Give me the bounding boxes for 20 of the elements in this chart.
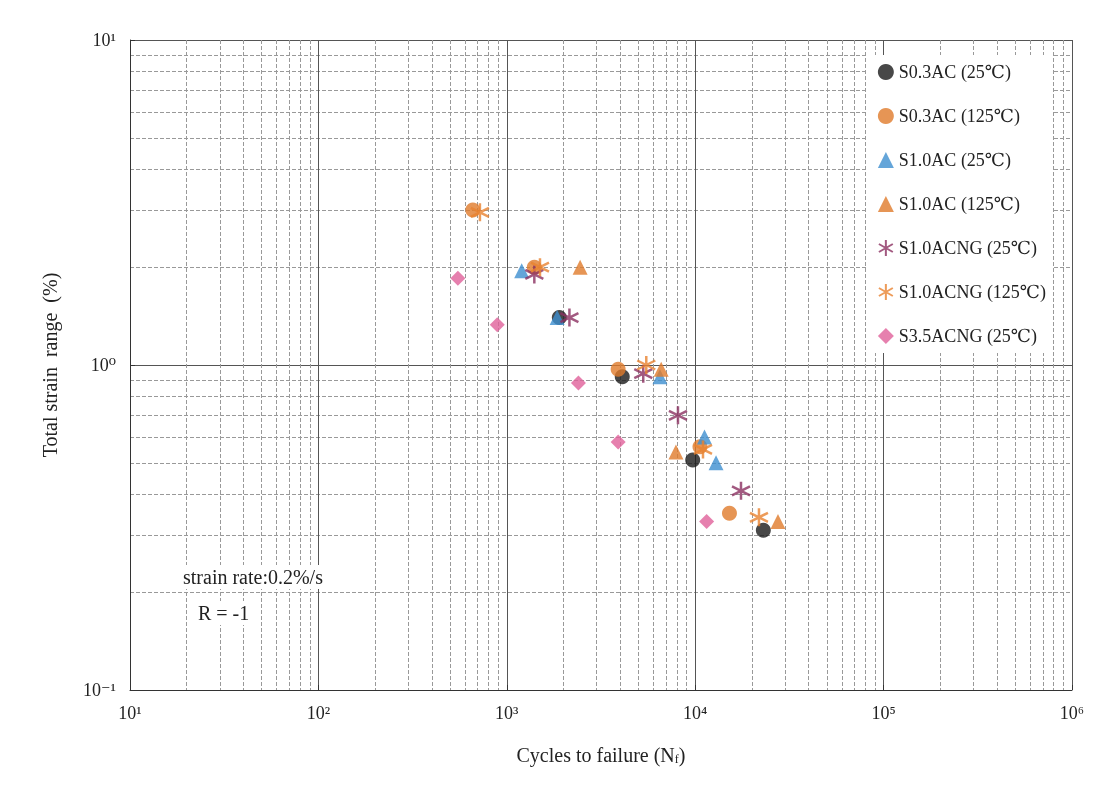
legend-label: S0.3AC (125℃) xyxy=(898,106,1021,127)
x-tick-label: 10⁵ xyxy=(871,703,896,723)
y-tick-label: 10¹ xyxy=(92,30,116,50)
x-tick-label: 10² xyxy=(306,703,331,723)
y-tick-label: 10⁻¹ xyxy=(83,680,116,700)
legend-label: S1.0ACNG (125℃) xyxy=(898,282,1047,303)
x-axis-title: Cycles to failure (Nf) xyxy=(516,744,686,767)
x-tick-label: 10¹ xyxy=(118,703,142,723)
legend-label: S1.0ACNG (25℃) xyxy=(898,238,1038,259)
legend-label: S3.5ACNG (25℃) xyxy=(898,326,1038,347)
x-tick-label: 10³ xyxy=(495,703,520,723)
annotation: R = -1 xyxy=(198,602,250,624)
x-tick-label: 10⁴ xyxy=(683,703,708,723)
legend-label: S1.0AC (125℃) xyxy=(898,194,1021,215)
y-tick-label: 10⁰ xyxy=(90,355,116,375)
x-tick-label: 10⁶ xyxy=(1059,703,1085,723)
annotation: strain rate:0.2%/s xyxy=(183,566,324,588)
legend-label: S1.0AC (25℃) xyxy=(898,150,1012,171)
y-axis-title: Total strain range (%) xyxy=(39,272,62,458)
legend-label: S0.3AC (25℃) xyxy=(898,62,1012,83)
